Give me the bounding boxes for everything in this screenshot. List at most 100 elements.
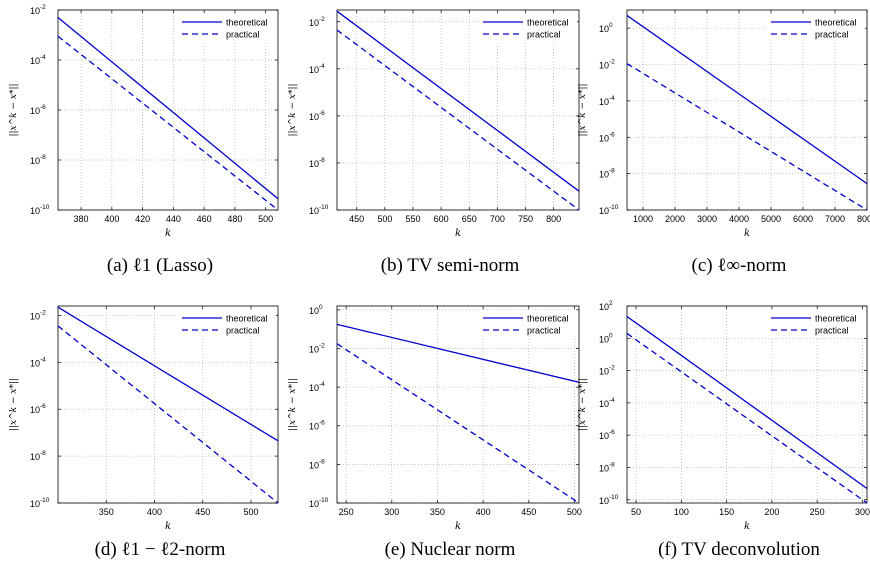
legend-label-theoretical: theoretical [527,314,569,324]
y-tick-label: 10 [309,306,319,316]
legend-label-practical: practical [815,30,849,40]
legend-label-practical: practical [226,326,260,336]
y-tick-label: 10 [309,206,319,216]
x-tick-label: 3000 [697,214,717,224]
legend: theoretical practical [178,14,276,42]
x-tick-label: 8000 [857,214,870,224]
y-tick-label: 10 [309,383,319,393]
y-tick-exponent: 0 [609,332,613,339]
series-line-theoretical [57,306,279,442]
legend-label-theoretical: theoretical [527,18,569,28]
y-tick-exponent: -6 [40,403,46,410]
y-tick-label: 10 [309,499,319,509]
axes-box [57,305,279,504]
y-tick-label: 10 [30,106,40,116]
x-tick-label: 300 [384,507,399,517]
x-tick-label: 150 [719,507,734,517]
legend-label-practical: practical [815,326,849,336]
y-tick-label: 10 [309,18,319,28]
y-tick-exponent: -4 [609,397,615,404]
y-tick-exponent: -2 [40,309,46,316]
y-tick-exponent: -8 [609,461,615,468]
y-tick-label: 10 [309,159,319,169]
x-tick-label: 380 [74,214,89,224]
y-tick-label: 10 [309,65,319,75]
panel-caption: (b) TV semi-norm [381,255,520,276]
axes-box [626,9,868,211]
x-axis-label: k [744,521,750,532]
y-axis-label: ||x^k − x*|| [288,83,298,136]
legend: theoretical practical [178,310,276,338]
y-tick-exponent: -4 [40,54,46,61]
x-tick-label: 800 [546,214,561,224]
y-tick-label: 10 [30,358,40,368]
y-tick-label: 10 [599,399,609,409]
series-line-theoretical [336,323,580,383]
x-tick-label: 480 [227,214,242,224]
y-tick-exponent: -2 [40,4,46,11]
y-tick-label: 10 [599,206,609,216]
legend-label-theoretical: theoretical [226,18,268,28]
y-tick-exponent: -6 [609,429,615,436]
panel-caption: (c) ℓ∞-norm [692,255,787,276]
axes-box [336,305,580,504]
x-tick-label: 600 [434,214,449,224]
series-line-practical [626,63,868,211]
legend-box [479,14,577,42]
chart-panel-3: 1000200030004000500060007000800010-1010-… [578,9,870,276]
y-tick-label: 10 [30,405,40,415]
y-tick-label: 10 [30,6,40,16]
x-axis-label: k [165,228,171,239]
y-axis-label: ||x^k − x*|| [288,378,298,431]
y-tick-label: 10 [599,463,609,473]
legend-label-theoretical: theoretical [815,314,857,324]
panel-caption: (e) Nuclear norm [385,539,516,560]
y-tick-label: 10 [599,61,609,71]
y-tick-exponent: -8 [319,458,325,465]
y-axis-label: ||x^k − x*|| [578,83,588,136]
legend: theoretical practical [479,14,577,42]
legend-box [479,310,577,338]
y-tick-label: 10 [599,170,609,180]
y-tick-exponent: 2 [609,300,613,307]
y-tick-label: 10 [599,133,609,143]
x-tick-label: 500 [243,507,258,517]
legend-box [767,14,865,42]
axes-box [626,305,868,504]
series-line-theoretical [626,14,868,185]
x-axis-label: k [165,521,171,532]
x-axis-label: k [744,228,750,239]
x-tick-label: 300 [855,507,870,517]
y-tick-exponent: -4 [319,381,325,388]
y-tick-exponent: -10 [319,204,329,211]
y-tick-label: 10 [309,460,319,470]
series-line-practical [57,325,279,504]
y-tick-label: 10 [30,56,40,66]
x-tick-label: 450 [349,214,364,224]
y-tick-label: 10 [599,24,609,34]
series-line-practical [336,343,580,504]
x-tick-label: 750 [518,214,533,224]
series-line-practical [336,29,580,211]
y-tick-exponent: -8 [40,450,46,457]
legend-box [178,310,276,338]
y-tick-exponent: -10 [609,494,619,501]
x-tick-label: 5000 [761,214,781,224]
y-tick-label: 10 [599,97,609,107]
legend-label-practical: practical [527,30,561,40]
x-tick-label: 6000 [793,214,813,224]
y-axis-label: ||x^k − x*|| [578,378,588,431]
chart-panel-1: 380 400 420 440 460 480 50010-1010-810-610-410… [9,4,279,276]
y-tick-exponent: -4 [319,63,325,70]
y-tick-exponent: -2 [319,342,325,349]
x-tick-label: 400 [104,214,119,224]
y-tick-exponent: -6 [40,104,46,111]
y-tick-label: 10 [599,496,609,506]
legend-box [178,14,276,42]
x-tick-label: 650 [462,214,477,224]
y-tick-exponent: -8 [40,154,46,161]
y-tick-label: 10 [309,422,319,432]
